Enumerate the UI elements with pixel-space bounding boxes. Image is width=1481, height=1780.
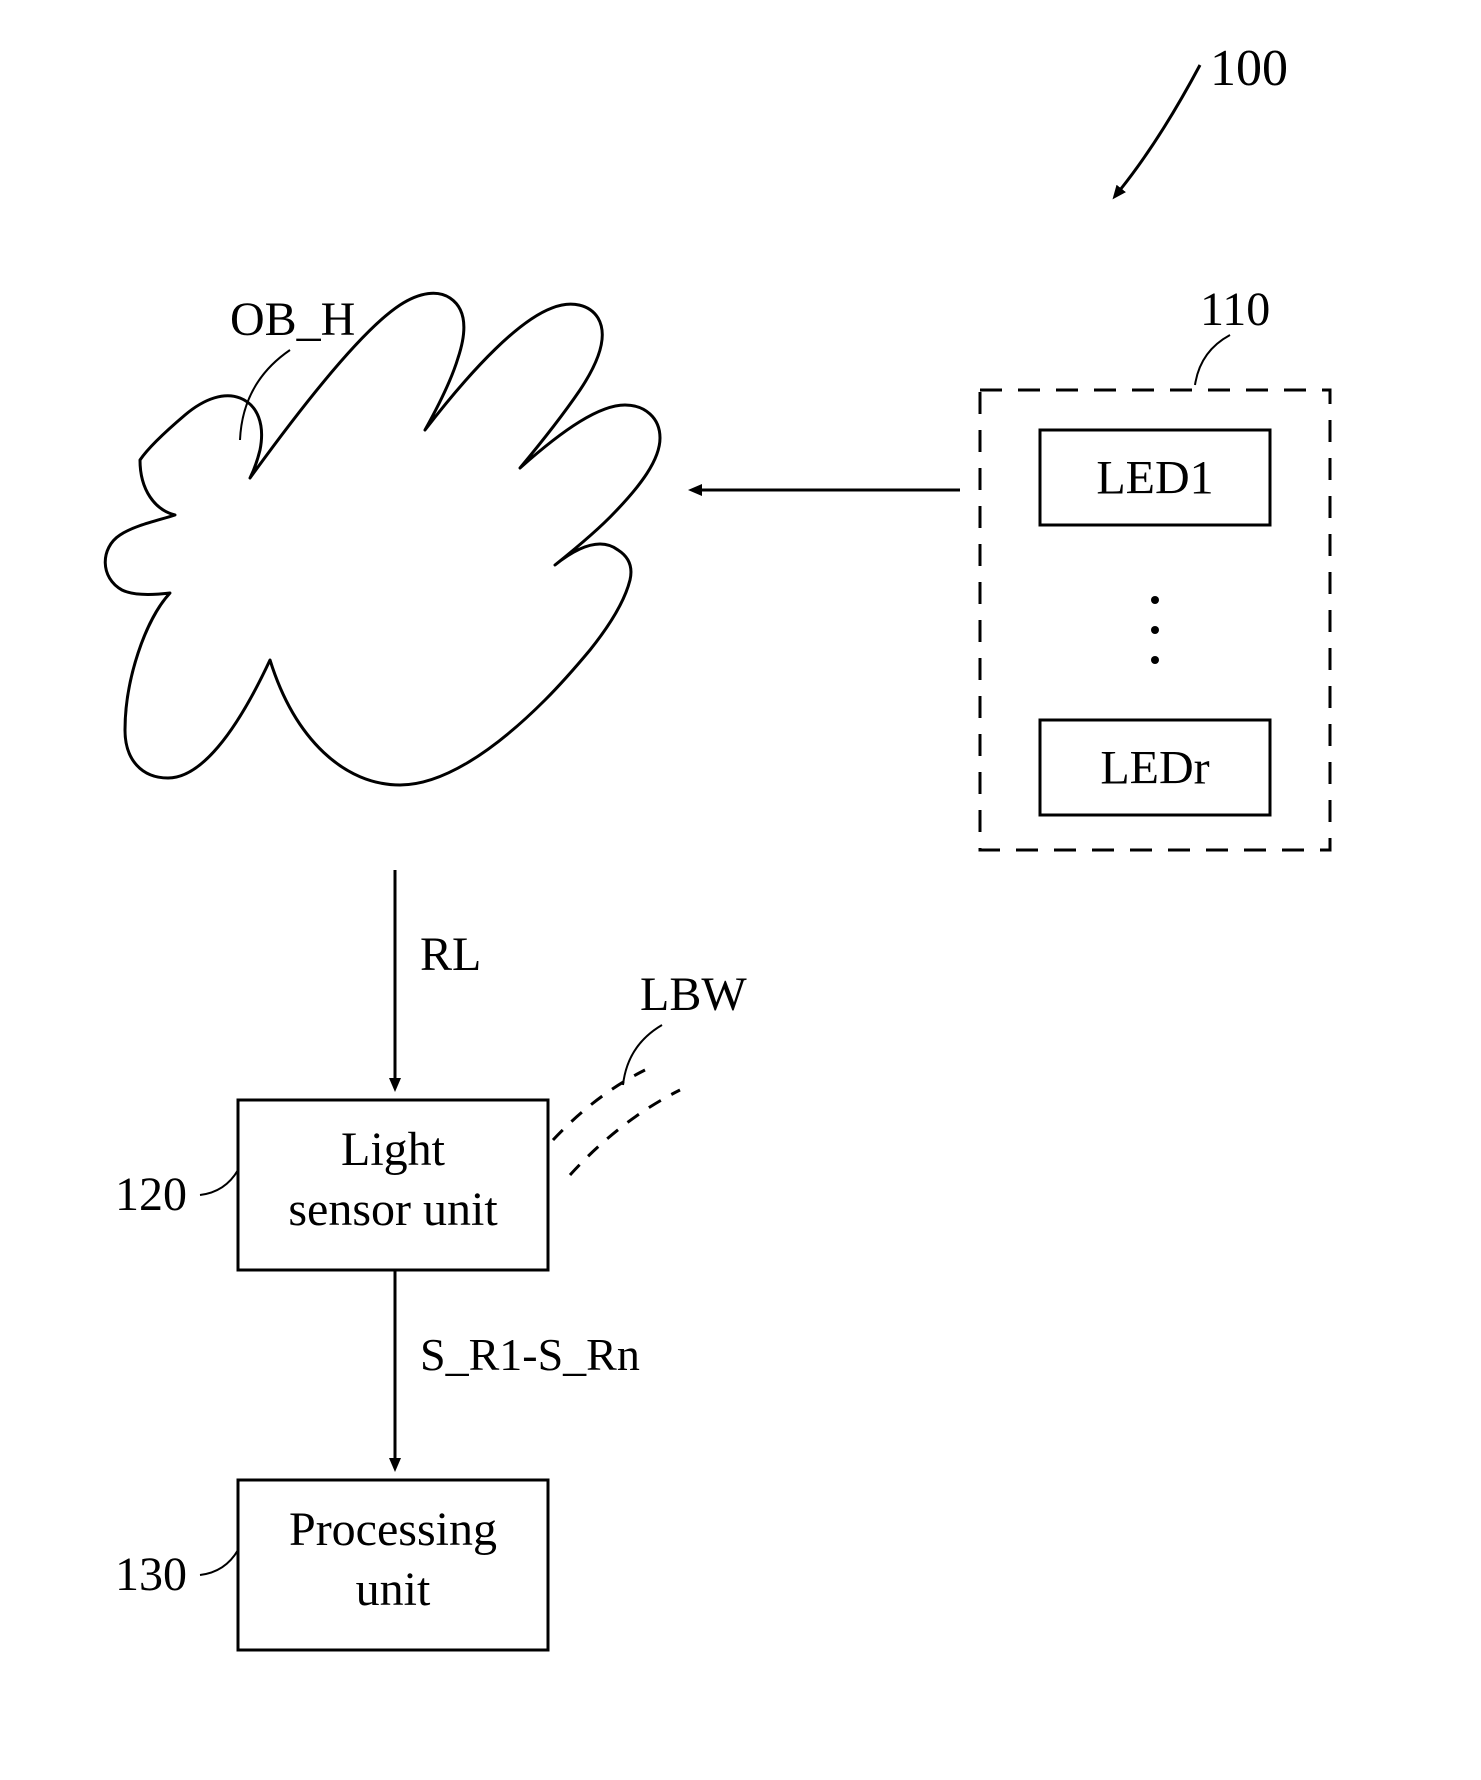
leader-110 (1195, 335, 1230, 385)
lbw-arc-inner (553, 1070, 645, 1140)
proc-ref-label: 130 (115, 1548, 187, 1601)
sensor-ref-label: 120 (115, 1168, 187, 1221)
proc-text-line2: unit (356, 1563, 431, 1616)
signals-label: S_R1-S_Rn (420, 1329, 640, 1380)
system-pointer-arc (1120, 65, 1200, 190)
sensor-text-line2: sensor unit (288, 1183, 498, 1236)
lbw-arc-outer (570, 1090, 680, 1175)
object-hand (105, 293, 660, 785)
sensor-text-line1: Light (341, 1123, 446, 1176)
ledr-label: LEDr (1100, 742, 1209, 795)
object-label: OB_H (230, 293, 355, 346)
system-ref-label: 100 (1210, 40, 1288, 97)
led1-label: LED1 (1096, 452, 1213, 505)
led-module-ref-label: 110 (1200, 283, 1270, 336)
leader-130 (200, 1550, 238, 1575)
led-ellipsis (1151, 596, 1159, 664)
reflected-light-label: RL (420, 928, 481, 981)
leader-120 (200, 1170, 238, 1195)
lbw-label: LBW (640, 968, 747, 1021)
leader-lbw (623, 1025, 662, 1085)
proc-text-line1: Processing (289, 1503, 497, 1556)
